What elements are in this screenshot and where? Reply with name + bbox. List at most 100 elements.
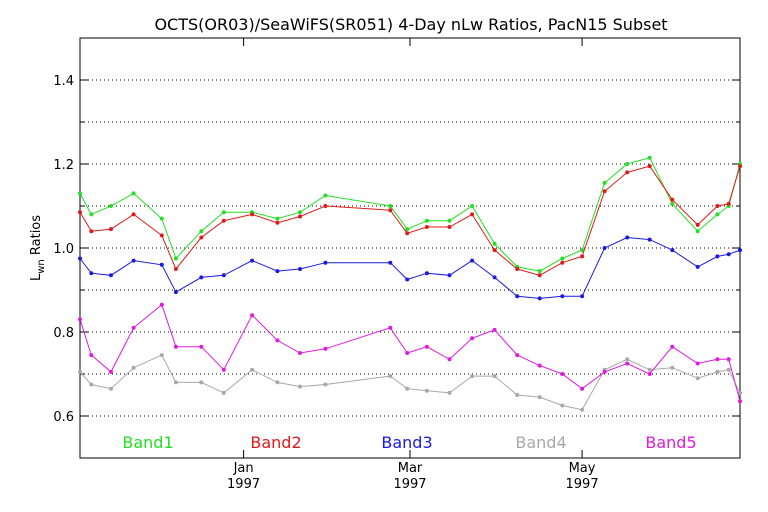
data-point (580, 254, 585, 259)
x-tick-label-month: Mar (398, 461, 423, 476)
data-point (250, 212, 255, 217)
series-line (79, 354, 741, 411)
data-point (159, 216, 164, 221)
data-point (726, 252, 731, 257)
series-line (79, 165, 741, 276)
data-point (695, 376, 700, 381)
data-point (199, 229, 204, 234)
data-point (323, 346, 328, 351)
data-point (323, 193, 328, 198)
data-point (424, 225, 429, 229)
data-point (715, 212, 720, 217)
data-point (221, 273, 226, 278)
data-point (560, 372, 565, 376)
data-point (492, 248, 497, 253)
data-point (602, 246, 607, 250)
legend-label: Band1 (122, 433, 173, 452)
data-point (109, 369, 113, 374)
series-layer (78, 155, 742, 412)
plot-frame (79, 37, 741, 459)
data-point (159, 262, 164, 267)
data-point (670, 197, 675, 202)
data-point (560, 294, 565, 299)
data-point (109, 227, 113, 232)
data-point (250, 313, 255, 318)
data-point (625, 235, 630, 240)
data-point (537, 269, 542, 274)
y-axis-label: Lwn Ratios (29, 215, 47, 281)
data-point (78, 256, 82, 261)
data-point (159, 302, 164, 307)
y-tick-label: 1.4 (53, 74, 74, 89)
data-point (470, 336, 475, 341)
data-point (470, 258, 475, 263)
data-point (173, 267, 178, 271)
data-point (738, 390, 742, 395)
data-point (173, 290, 178, 295)
data-point (173, 256, 178, 261)
data-point (515, 353, 520, 358)
data-point (221, 218, 226, 223)
data-point (580, 294, 585, 299)
data-point (78, 210, 82, 215)
data-point (492, 241, 497, 246)
data-point (405, 386, 410, 391)
data-point (323, 204, 328, 208)
data-point (89, 382, 94, 387)
data-point (298, 351, 302, 355)
data-point (560, 403, 565, 408)
data-point (388, 325, 393, 330)
data-point (738, 164, 742, 169)
data-point (726, 357, 731, 362)
data-point (298, 210, 302, 215)
data-point (275, 380, 280, 385)
data-point (447, 390, 452, 395)
x-tick-label-year: 1997 (566, 477, 599, 492)
data-point (405, 231, 410, 236)
data-point (424, 271, 429, 276)
data-point (447, 273, 452, 278)
legend-label: Band4 (515, 433, 566, 452)
data-point (89, 353, 94, 358)
data-point (537, 395, 542, 400)
data-point (515, 294, 520, 299)
data-point (424, 344, 429, 349)
data-point (131, 212, 136, 217)
y-axis-label-rest: Ratios (29, 215, 44, 260)
data-point (173, 344, 178, 349)
data-point (715, 357, 720, 362)
data-point (492, 374, 497, 379)
data-point (405, 277, 410, 282)
data-point (715, 204, 720, 208)
data-point (715, 254, 720, 259)
legend-label: Band3 (381, 433, 432, 452)
data-point (424, 218, 429, 223)
data-point (250, 258, 255, 263)
data-point (695, 229, 700, 234)
data-point (275, 216, 280, 221)
y-axis-label-main: L (29, 273, 44, 281)
data-point (275, 338, 280, 343)
data-point (109, 204, 113, 208)
legend-label: Band5 (645, 433, 696, 452)
series-line (79, 303, 741, 402)
legend-label: Band2 (250, 433, 301, 452)
data-point (323, 382, 328, 387)
data-point (131, 191, 136, 196)
data-point (89, 212, 94, 217)
chart-title: OCTS(OR03)/SeaWiFS(SR051) 4-Day nLw Rati… (154, 15, 667, 34)
data-point (726, 201, 731, 206)
data-point (670, 248, 675, 253)
data-point (388, 260, 393, 265)
data-point (470, 204, 475, 208)
x-tick-label-year: 1997 (227, 477, 260, 492)
series-line (79, 157, 741, 272)
data-point (647, 155, 652, 160)
data-point (298, 384, 302, 389)
data-point (625, 357, 630, 362)
data-point (298, 267, 302, 271)
data-point (78, 369, 82, 374)
y-tick-label: 0.8 (53, 326, 74, 341)
